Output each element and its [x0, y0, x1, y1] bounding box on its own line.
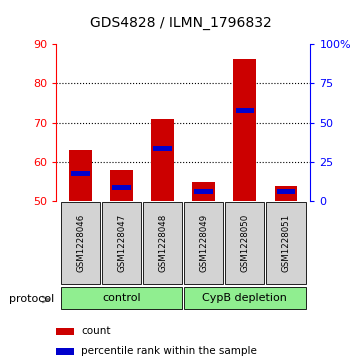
Text: GSM1228048: GSM1228048: [158, 214, 167, 272]
Bar: [143, 202, 182, 284]
Bar: [225, 202, 265, 284]
Text: GSM1228047: GSM1228047: [117, 214, 126, 272]
Bar: [184, 202, 223, 284]
Bar: [266, 202, 305, 284]
Text: count: count: [82, 326, 111, 337]
Text: protocol: protocol: [9, 294, 54, 305]
Text: percentile rank within the sample: percentile rank within the sample: [82, 346, 257, 356]
Text: GDS4828 / ILMN_1796832: GDS4828 / ILMN_1796832: [90, 16, 271, 30]
Bar: [235, 108, 254, 113]
Bar: [110, 170, 133, 201]
Text: GSM1228051: GSM1228051: [281, 214, 290, 272]
Bar: [192, 182, 215, 201]
Text: control: control: [102, 293, 141, 302]
Text: GSM1228049: GSM1228049: [199, 214, 208, 272]
Bar: [102, 202, 142, 284]
Text: GSM1228050: GSM1228050: [240, 214, 249, 272]
Bar: [61, 287, 182, 309]
Bar: [234, 59, 256, 201]
Bar: [195, 189, 213, 194]
Bar: [184, 287, 305, 309]
Bar: [56, 328, 74, 335]
Bar: [151, 119, 174, 201]
Bar: [71, 171, 90, 176]
Bar: [69, 150, 92, 201]
Bar: [277, 189, 295, 194]
Bar: [153, 146, 172, 151]
Bar: [56, 348, 74, 355]
Text: CypB depletion: CypB depletion: [203, 293, 287, 302]
Text: GSM1228046: GSM1228046: [76, 214, 85, 272]
Bar: [112, 185, 131, 190]
Bar: [275, 185, 297, 201]
Bar: [61, 202, 100, 284]
